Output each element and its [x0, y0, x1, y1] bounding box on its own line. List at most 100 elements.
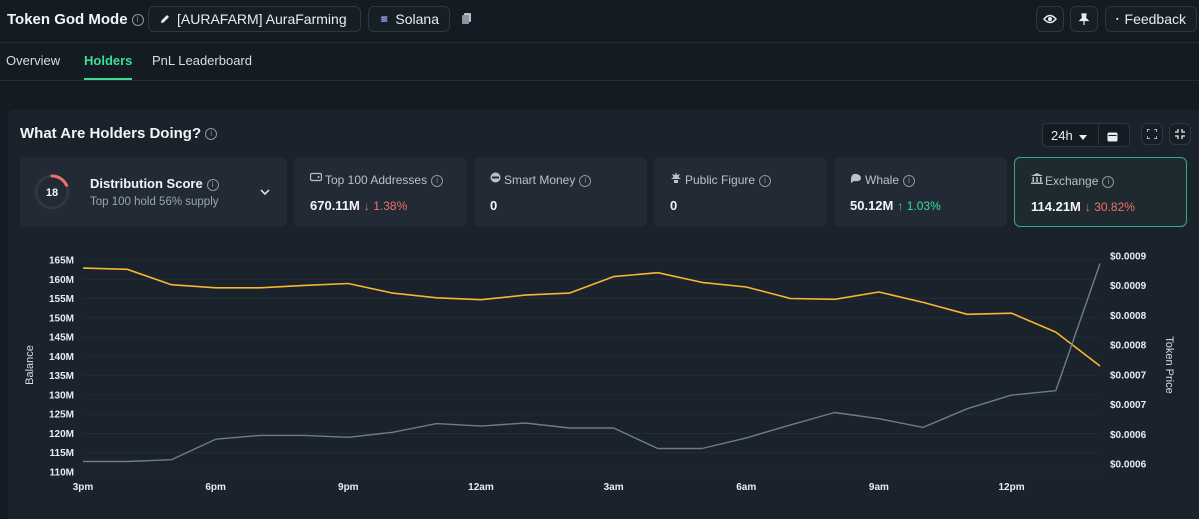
- y-tick-label: 110M: [50, 468, 74, 479]
- holders-balance-chart[interactable]: 165M 160M 155M 150M 145M 140M 135M 130M 125M 120M…: [0, 240, 1199, 519]
- timeframe-value: 24h: [1051, 128, 1073, 143]
- y-tick-label: 135M: [49, 371, 74, 382]
- fullscreen-button[interactable]: [1141, 123, 1163, 145]
- distribution-score-label: Distribution Score: [90, 176, 203, 191]
- exchange-card[interactable]: Exchange i 114.21M ↓ 30.82%: [1014, 157, 1187, 227]
- y-axis-title: Balance: [24, 345, 36, 385]
- y2-tick-label: $0.0006: [1110, 460, 1147, 471]
- y2-axis-title: Token Price: [1163, 336, 1175, 393]
- top-100-label: Top 100 Addresses: [325, 173, 428, 187]
- x-tick-label: 3am: [604, 482, 624, 493]
- y-tick-label: 155M: [49, 294, 74, 305]
- info-icon[interactable]: i: [579, 174, 592, 187]
- whale-value-row: 50.12M ↑ 1.03%: [850, 198, 941, 213]
- solana-icon: [380, 16, 388, 22]
- distribution-score-gauge: 18: [34, 174, 70, 210]
- y-tick-label: 150M: [49, 313, 74, 324]
- x-tick-label: 9pm: [338, 482, 359, 493]
- holders-panel: What Are Holders Doing? i 24h 18 Distribu…: [8, 110, 1199, 519]
- divider: [1098, 125, 1099, 145]
- y2-tick-label: $0.0009: [1110, 252, 1147, 263]
- y-tick-label: 115M: [50, 448, 74, 459]
- x-tick-label: 12am: [468, 482, 494, 493]
- panel-title-text: What Are Holders Doing?: [20, 125, 202, 142]
- smart-money-label: Smart Money: [504, 173, 576, 187]
- timeframe-group: 24h: [1042, 123, 1130, 147]
- chevron-down-icon[interactable]: [260, 189, 270, 195]
- y-tick-label: 130M: [49, 390, 74, 401]
- balance-series-line: [82, 267, 1101, 367]
- y2-tick-label: $0.0008: [1110, 311, 1147, 322]
- bank-icon: [1031, 173, 1043, 184]
- whale-label: Whale: [865, 173, 900, 187]
- chain-selector-button[interactable]: Solana: [368, 6, 450, 32]
- y2-tick-label: $0.0009: [1110, 281, 1147, 292]
- distribution-score-value: 18: [46, 187, 58, 199]
- tab-bar: Overview Holders PnL Leaderboard: [0, 43, 1199, 81]
- exchange-value-row: 114.21M ↓ 30.82%: [1031, 199, 1135, 214]
- smart-money-value: 0: [490, 198, 498, 213]
- chat-icon: [1116, 17, 1119, 20]
- info-icon[interactable]: i: [206, 178, 219, 191]
- smart-money-icon: [490, 172, 501, 183]
- x-tick-label: 9am: [869, 482, 889, 493]
- distribution-score-card[interactable]: 18 Distribution Score i Top 100 hold 56% …: [20, 157, 287, 227]
- distribution-score-subtitle: Top 100 hold 56% supply: [90, 196, 219, 208]
- y2-tick-label: $0.0007: [1110, 370, 1147, 381]
- app-title-text: Token God Mode: [7, 11, 128, 28]
- info-icon[interactable]: i: [205, 128, 218, 141]
- y-tick-label: 140M: [49, 352, 74, 363]
- whale-value: 50.12M: [850, 198, 894, 213]
- public-figure-label: Public Figure: [685, 173, 756, 187]
- collapse-icon: [1175, 129, 1185, 139]
- copy-icon[interactable]: [461, 12, 473, 31]
- collapse-button[interactable]: [1169, 123, 1191, 145]
- distribution-score-title: Distribution Score i: [90, 176, 219, 191]
- tab-holders[interactable]: Holders: [84, 53, 133, 68]
- x-tick-label: 6am: [736, 482, 756, 493]
- exchange-label: Exchange: [1045, 174, 1099, 188]
- chain-label: Solana: [395, 11, 439, 27]
- smart-money-card[interactable]: Smart Money i 0: [474, 157, 647, 227]
- chevron-down-icon: [1079, 135, 1088, 140]
- whale-icon: [851, 173, 861, 183]
- whale-change: ↑ 1.03%: [897, 199, 941, 213]
- feedback-label: Feedback: [1124, 11, 1186, 27]
- feedback-button[interactable]: Feedback: [1105, 6, 1197, 32]
- x-tick-label: 3pm: [73, 482, 94, 493]
- wallet-icon: [310, 172, 322, 182]
- watch-button[interactable]: [1036, 6, 1064, 32]
- y2-tick-label: $0.0006: [1110, 430, 1147, 441]
- info-icon[interactable]: i: [759, 174, 772, 187]
- app-title: Token God Mode i: [7, 11, 144, 28]
- pin-button[interactable]: [1070, 6, 1098, 32]
- active-tab-indicator: [84, 78, 132, 80]
- info-icon[interactable]: i: [903, 174, 916, 187]
- whale-card[interactable]: Whale i 50.12M ↑ 1.03%: [834, 157, 1007, 227]
- token-label: [AURAFARM] AuraFarming: [177, 11, 347, 27]
- public-figure-card[interactable]: Public Figure i 0: [654, 157, 827, 227]
- tab-overview[interactable]: Overview: [6, 53, 61, 68]
- y-tick-label: 160M: [49, 275, 74, 286]
- x-tick-label: 12pm: [999, 482, 1025, 493]
- y2-tick-label: $0.0008: [1110, 341, 1147, 352]
- info-icon[interactable]: i: [131, 14, 144, 27]
- exchange-change: ↓ 30.82%: [1084, 200, 1135, 214]
- calendar-icon[interactable]: [1107, 129, 1118, 147]
- token-selector-button[interactable]: [AURAFARM] AuraFarming: [148, 6, 361, 32]
- info-icon[interactable]: i: [431, 174, 444, 187]
- timeframe-select[interactable]: 24h: [1051, 128, 1088, 143]
- top-100-value: 670.11M: [310, 198, 360, 213]
- public-figure-value: 0: [670, 198, 678, 213]
- pin-icon: [1078, 12, 1090, 25]
- price-series-line: [83, 263, 1101, 463]
- tab-pnl-leaderboard[interactable]: PnL Leaderboard: [152, 53, 252, 68]
- x-tick-label: 6pm: [205, 482, 226, 493]
- exchange-value: 114.21M: [1031, 199, 1081, 214]
- info-icon[interactable]: i: [1102, 175, 1115, 188]
- eye-icon: [1043, 14, 1057, 24]
- top-100-addresses-card[interactable]: Top 100 Addresses i 670.11M ↓ 1.38%: [294, 157, 467, 227]
- top-bar: Token God Mode i [AURAFARM] AuraFarming S…: [0, 0, 1199, 43]
- y2-tick-label: $0.0007: [1110, 400, 1147, 411]
- y-tick-label: 120M: [49, 429, 74, 440]
